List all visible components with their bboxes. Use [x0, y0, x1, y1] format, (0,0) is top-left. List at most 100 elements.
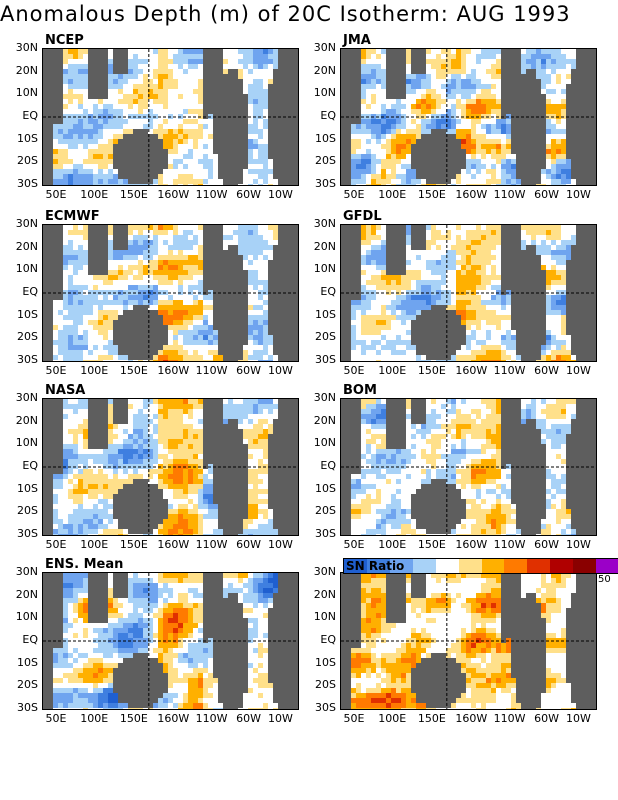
lon-tick-label: 160W [455, 538, 488, 551]
lon-tick-label: 110W [195, 188, 228, 201]
lat-tick-label: 10N [15, 86, 38, 100]
lat-tick-label: 10S [17, 131, 38, 145]
lon-tick-label: 100E [80, 364, 109, 377]
lon-tick-label: 160W [157, 364, 190, 377]
lon-tick-label: 50E [45, 712, 67, 725]
panel-title: BOM [343, 383, 377, 398]
lon-tick-label: 100E [80, 538, 109, 551]
lon-tick-label: 160W [455, 364, 488, 377]
lat-tick-label: 20N [15, 239, 38, 253]
lat-tick-label: 20S [17, 678, 38, 692]
lat-tick-label: 30S [17, 701, 38, 714]
lon-tick-label: 100E [80, 712, 109, 725]
map-panel [42, 398, 299, 536]
lon-tick-label: 50E [45, 188, 67, 201]
panel-title: NASA [45, 383, 86, 398]
map-canvas [43, 225, 298, 361]
lat-tick-label: 30N [313, 391, 336, 404]
legend-swatch [596, 559, 618, 573]
lat-tick-label: 30S [17, 177, 38, 190]
lon-tick-label: 60W [534, 188, 559, 201]
lon-tick-label: 110W [493, 712, 526, 725]
legend-swatch [412, 559, 437, 573]
panel-title: ENS. Mean [45, 557, 124, 572]
lat-tick-label: 30N [313, 565, 336, 578]
map-panel [42, 572, 299, 710]
lon-tick-label: 10W [565, 538, 591, 551]
lat-tick-label: 30N [15, 217, 38, 230]
lon-tick-label: 60W [236, 364, 261, 377]
map-canvas [341, 573, 596, 709]
lat-tick-label: 10N [15, 262, 38, 276]
map-panel [340, 572, 597, 710]
lon-tick-label: 50E [343, 188, 365, 201]
map-panel [340, 48, 597, 186]
lon-tick-label: 60W [236, 712, 261, 725]
lat-tick-label: 20S [315, 154, 336, 168]
lon-tick-label: 110W [493, 188, 526, 201]
lat-tick-label: EQ [320, 633, 336, 646]
map-canvas [341, 225, 596, 361]
map-canvas [341, 49, 596, 185]
lon-tick-label: 150E [417, 712, 446, 725]
lon-tick-label: 160W [455, 188, 488, 201]
lon-tick-label: 10W [565, 712, 591, 725]
lon-tick-label: 60W [236, 188, 261, 201]
legend-swatch [458, 559, 482, 573]
lat-tick-label: 20S [315, 330, 336, 344]
legend-swatch [344, 559, 368, 573]
lon-tick-label: 150E [119, 538, 148, 551]
lat-tick-label: 10N [15, 436, 38, 450]
lat-tick-label: 10S [315, 481, 336, 495]
lat-tick-label: 30N [15, 391, 38, 404]
lon-tick-label: 50E [45, 538, 67, 551]
lat-tick-label: 10S [17, 655, 38, 669]
lon-tick-label: 60W [534, 538, 559, 551]
legend-swatch [435, 559, 460, 573]
lon-tick-label: 150E [417, 188, 446, 201]
map-panel [42, 48, 299, 186]
lon-tick-label: 50E [343, 364, 365, 377]
lat-tick-label: 30N [313, 41, 336, 54]
lon-tick-label: 10W [565, 364, 591, 377]
sn-ratio-legend: SN Ratio [343, 558, 618, 574]
map-canvas [43, 399, 298, 535]
lat-tick-label: 20S [17, 154, 38, 168]
lat-tick-label: 10N [15, 610, 38, 624]
lon-tick-label: 150E [417, 538, 446, 551]
map-panel [340, 398, 597, 536]
lat-tick-label: 10N [313, 436, 336, 450]
panel-title: NCEP [45, 33, 84, 48]
lat-tick-label: 20S [315, 504, 336, 518]
lat-tick-label: EQ [320, 109, 336, 122]
legend-max-label: 50 [598, 574, 611, 585]
lat-tick-label: 10N [313, 86, 336, 100]
lat-tick-label: 20N [313, 63, 336, 77]
legend-swatch [481, 559, 505, 573]
lon-tick-label: 10W [267, 712, 293, 725]
lat-tick-label: 10N [313, 610, 336, 624]
lon-tick-label: 160W [157, 538, 190, 551]
lon-tick-label: 150E [417, 364, 446, 377]
legend-swatch [550, 559, 574, 573]
lon-tick-label: 110W [195, 712, 228, 725]
lon-tick-label: 50E [343, 538, 365, 551]
lon-tick-label: 60W [534, 364, 559, 377]
map-panel [42, 224, 299, 362]
lon-tick-label: 100E [378, 364, 407, 377]
lon-tick-label: 150E [119, 364, 148, 377]
lat-tick-label: 10N [313, 262, 336, 276]
panel-title: GFDL [343, 209, 382, 224]
legend-swatch [504, 559, 528, 573]
lon-tick-label: 110W [195, 538, 228, 551]
legend-swatch [527, 559, 551, 573]
lon-tick-label: 150E [119, 712, 148, 725]
lat-tick-label: 20S [315, 678, 336, 692]
lat-tick-label: 20N [15, 63, 38, 77]
map-canvas [341, 399, 596, 535]
lat-tick-label: 20N [15, 413, 38, 427]
lon-tick-label: 110W [493, 538, 526, 551]
lon-tick-label: 60W [236, 538, 261, 551]
lon-tick-label: 110W [195, 364, 228, 377]
panel-title: ECMWF [45, 209, 100, 224]
